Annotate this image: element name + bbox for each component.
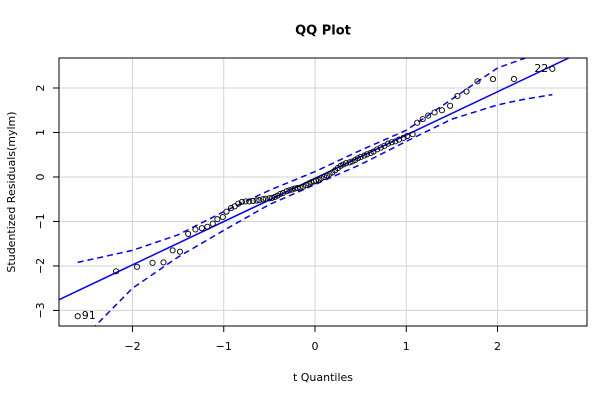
x-tick-label: −1	[216, 340, 232, 353]
point	[384, 140, 392, 147]
point	[214, 216, 221, 223]
point	[238, 198, 246, 205]
point	[286, 187, 293, 194]
point	[357, 153, 364, 160]
point	[185, 230, 192, 237]
point	[346, 159, 353, 166]
point	[425, 112, 432, 119]
y-tick-label: 0	[34, 173, 47, 180]
point	[209, 220, 216, 227]
point	[400, 134, 407, 141]
point	[294, 185, 301, 192]
envelope-lower	[94, 93, 553, 326]
y-tick-label: −3	[34, 302, 47, 318]
point	[342, 160, 350, 167]
point	[219, 213, 226, 221]
point	[169, 247, 176, 254]
point	[133, 263, 141, 270]
point	[392, 138, 399, 145]
point	[438, 107, 445, 114]
point	[176, 248, 183, 255]
point	[510, 76, 518, 83]
point	[474, 78, 481, 85]
point	[297, 184, 304, 191]
point	[227, 205, 235, 212]
point	[409, 131, 416, 138]
x-tick-label: 2	[494, 340, 501, 353]
point	[160, 259, 167, 266]
x-tick-label: −2	[124, 340, 140, 353]
point	[249, 197, 256, 205]
point	[112, 268, 120, 275]
point	[289, 186, 296, 193]
point	[266, 195, 273, 202]
y-axis-label: Studentized Residuals(mylm)	[5, 111, 18, 272]
point	[414, 119, 421, 126]
point	[262, 195, 269, 202]
point	[204, 223, 211, 230]
point	[404, 132, 411, 140]
point	[374, 146, 381, 153]
envelope-upper	[77, 58, 527, 264]
point	[269, 194, 276, 201]
point	[283, 188, 290, 195]
point	[549, 65, 556, 72]
point	[259, 196, 267, 203]
plot-area	[59, 58, 571, 326]
y-tick-label: 2	[34, 84, 47, 91]
point	[246, 198, 253, 205]
point	[463, 88, 470, 95]
point	[280, 189, 287, 197]
y-tick-label: −2	[34, 258, 47, 274]
point-label: 91	[82, 309, 96, 322]
y-tick-label: −1	[34, 213, 47, 229]
point	[489, 76, 497, 83]
point-label: 22	[534, 62, 548, 75]
x-tick-label: 1	[403, 340, 410, 353]
point	[198, 225, 205, 232]
point	[256, 197, 263, 204]
point	[363, 151, 371, 158]
y-tick-label: 1	[34, 129, 47, 136]
plot-frame	[58, 57, 588, 327]
x-tick-label: 0	[312, 340, 319, 353]
point	[235, 200, 242, 207]
point	[253, 197, 260, 204]
point	[74, 313, 81, 320]
point	[377, 144, 384, 151]
point	[431, 109, 438, 116]
point	[242, 198, 249, 205]
x-axis-label: t Quantiles	[293, 371, 353, 384]
chart-title: QQ Plot	[295, 24, 351, 39]
point	[312, 177, 319, 184]
point	[447, 102, 454, 109]
point	[149, 259, 156, 266]
point	[454, 92, 461, 100]
point	[419, 116, 426, 123]
point	[192, 226, 199, 233]
point	[223, 208, 230, 215]
point	[388, 139, 395, 146]
point	[277, 190, 284, 197]
